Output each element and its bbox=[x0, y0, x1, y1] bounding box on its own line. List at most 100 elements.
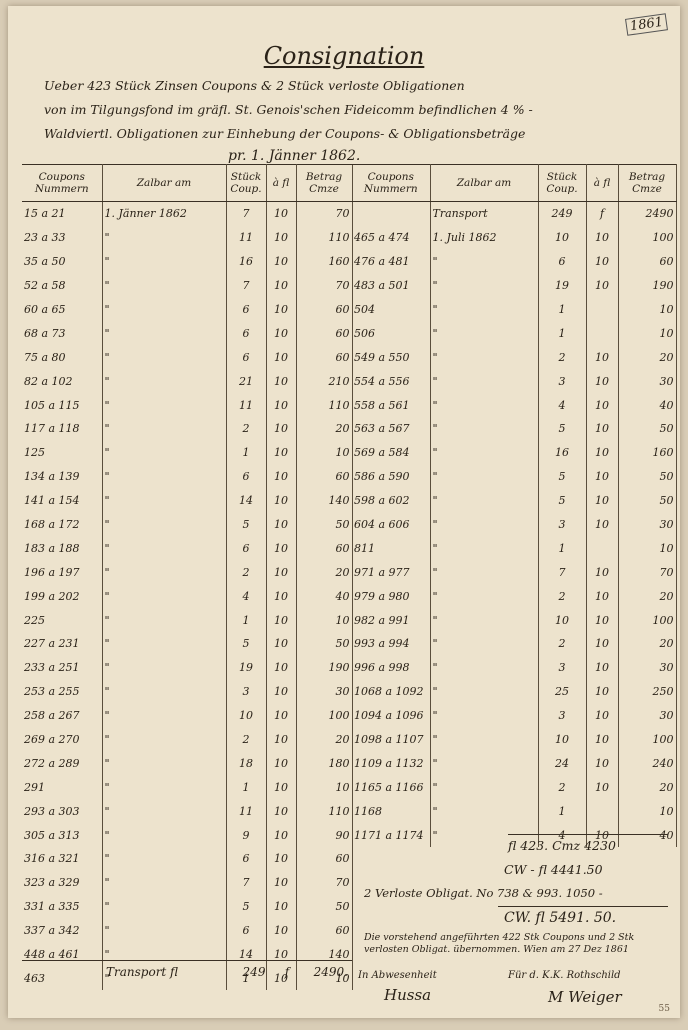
piece-count-cell: 6 bbox=[226, 345, 267, 370]
amount-cell: 50 bbox=[618, 488, 677, 513]
rate-cell: 10 bbox=[266, 847, 297, 871]
payable-on-cell: " bbox=[430, 727, 539, 752]
piece-count-cell: 6 bbox=[226, 321, 267, 346]
heading-line-3: Waldviertl. Obligationen zur Einhebung d… bbox=[44, 126, 526, 141]
payable-on-cell: " bbox=[430, 775, 539, 800]
coupon-numbers-cell: 463 bbox=[22, 966, 103, 991]
coupon-numbers-cell: 996 a 998 bbox=[352, 655, 431, 680]
amount-cell: 100 bbox=[618, 608, 677, 633]
coupon-numbers-cell: 316 a 321 bbox=[22, 847, 103, 871]
receipt-note: Die vorstehend angeführten 422 Stk Coupo… bbox=[364, 932, 635, 955]
coupon-numbers-cell: 199 a 202 bbox=[22, 584, 103, 609]
coupon-numbers-cell: 1171 a 1174 bbox=[352, 823, 431, 848]
payable-on-cell: " bbox=[430, 249, 539, 274]
table-row: 463 " 1 10 10 bbox=[22, 966, 353, 991]
coupon-numbers-cell: 225 bbox=[22, 608, 103, 633]
rate-cell: 10 bbox=[266, 297, 297, 322]
coupon-numbers-cell: 293 a 303 bbox=[22, 799, 103, 824]
coupon-numbers-cell: 82 a 102 bbox=[22, 369, 103, 394]
rate-cell: 10 bbox=[266, 727, 297, 752]
table-row: 982 a 991 " 10 10 100 bbox=[352, 608, 677, 633]
table-row: 604 a 606 " 3 10 30 bbox=[352, 512, 677, 537]
payable-on-cell: " bbox=[102, 775, 227, 800]
rate-cell: 10 bbox=[266, 417, 297, 441]
piece-count-cell: 1 bbox=[538, 536, 587, 561]
piece-count-cell: 2 bbox=[226, 727, 267, 752]
rate-cell bbox=[586, 536, 619, 561]
payable-on-cell: " bbox=[102, 847, 227, 871]
rate-cell: 10 bbox=[586, 488, 619, 513]
rate-cell: 10 bbox=[586, 249, 619, 274]
coupon-numbers-cell: 604 a 606 bbox=[352, 512, 431, 537]
table-row: 23 a 33 " 11 10 110 bbox=[22, 225, 353, 250]
amount-cell: 70 bbox=[296, 273, 353, 298]
rate-cell: 10 bbox=[266, 918, 297, 943]
payable-on-cell: " bbox=[430, 297, 539, 322]
table-row: 504 " 1 10 bbox=[352, 297, 677, 322]
payable-on-cell: " bbox=[102, 655, 227, 680]
table-row: 1165 a 1166 " 2 10 20 bbox=[352, 775, 677, 800]
coupon-numbers-cell: 15 a 21 bbox=[22, 201, 103, 226]
amount-cell: 90 bbox=[296, 823, 353, 848]
piece-count-cell: 1 bbox=[538, 321, 587, 346]
rate-cell: 10 bbox=[586, 679, 619, 704]
payable-on-cell: " bbox=[102, 727, 227, 752]
table-row: 258 a 267 " 10 10 100 bbox=[22, 703, 353, 728]
rate-cell: 10 bbox=[586, 560, 619, 585]
piece-count-cell: 9 bbox=[226, 823, 267, 848]
amount-cell: 50 bbox=[618, 464, 677, 489]
coupon-numbers-cell: 117 a 118 bbox=[22, 417, 103, 441]
left-ledger-body: 15 a 21 1. Jänner 1862 7 10 70 23 a 33 " 11 10 11… bbox=[22, 201, 353, 991]
table-row: 1098 a 1107 " 10 10 100 bbox=[352, 727, 677, 752]
rate-cell: 10 bbox=[586, 273, 619, 298]
rate-cell: 10 bbox=[586, 823, 619, 848]
summary-total-rule bbox=[498, 906, 668, 907]
table-row: 563 a 567 " 5 10 50 bbox=[352, 417, 677, 441]
rate-cell: 10 bbox=[266, 775, 297, 800]
rate-cell: 10 bbox=[586, 727, 619, 752]
piece-count-cell: 1 bbox=[226, 440, 267, 465]
payable-on-cell: " bbox=[102, 608, 227, 633]
amount-cell: 60 bbox=[296, 321, 353, 346]
table-row: 549 a 550 " 2 10 20 bbox=[352, 345, 677, 370]
payable-on-cell: " bbox=[430, 536, 539, 561]
payable-on-cell: " bbox=[102, 894, 227, 919]
table-row: 811 " 1 10 bbox=[352, 536, 677, 561]
footer-mark: 55 bbox=[658, 1004, 670, 1014]
payable-on-cell: " bbox=[102, 584, 227, 609]
rate-cell: 10 bbox=[586, 584, 619, 609]
piece-count-cell: 11 bbox=[226, 393, 267, 418]
amount-cell: 70 bbox=[296, 201, 353, 226]
payable-on-cell: " bbox=[102, 249, 227, 274]
rate-cell: 10 bbox=[266, 201, 297, 226]
payable-on-cell: " bbox=[430, 464, 539, 489]
rate-cell: 10 bbox=[586, 751, 619, 776]
amount-cell: 60 bbox=[296, 297, 353, 322]
payable-on-cell: " bbox=[430, 488, 539, 513]
piece-count-cell: 3 bbox=[538, 369, 587, 394]
table-row: 253 a 255 " 3 10 30 bbox=[22, 679, 353, 704]
left-ledger-table: Coupons Nummern Zalbar am Stück Coup. à … bbox=[22, 164, 353, 991]
coupon-numbers-cell: 125 bbox=[22, 440, 103, 465]
amount-cell: 20 bbox=[618, 775, 677, 800]
piece-count-cell: 10 bbox=[538, 225, 587, 250]
payable-on-cell: " bbox=[430, 751, 539, 776]
amount-cell: 50 bbox=[296, 632, 353, 656]
coupon-numbers-cell: 558 a 561 bbox=[352, 393, 431, 418]
col-payable-on: Zalbar am bbox=[430, 164, 539, 202]
table-row: 75 a 80 " 6 10 60 bbox=[22, 345, 353, 370]
amount-cell: 10 bbox=[296, 608, 353, 633]
coupon-numbers-cell: 1168 bbox=[352, 799, 431, 824]
payable-on-cell: " bbox=[102, 966, 227, 991]
amount-cell: 40 bbox=[296, 584, 353, 609]
coupon-numbers-cell bbox=[352, 201, 431, 226]
summary-rule bbox=[508, 834, 668, 835]
piece-count-cell: 6 bbox=[226, 918, 267, 943]
piece-count-cell: 6 bbox=[226, 297, 267, 322]
table-row: 465 a 474 1. Juli 1862 10 10 100 bbox=[352, 225, 677, 250]
amount-cell: 240 bbox=[618, 751, 677, 776]
coupon-numbers-cell: 52 a 58 bbox=[22, 273, 103, 298]
coupon-numbers-cell: 483 a 501 bbox=[352, 273, 431, 298]
col-payable-on: Zalbar am bbox=[102, 164, 227, 202]
payable-on-cell: " bbox=[102, 703, 227, 728]
